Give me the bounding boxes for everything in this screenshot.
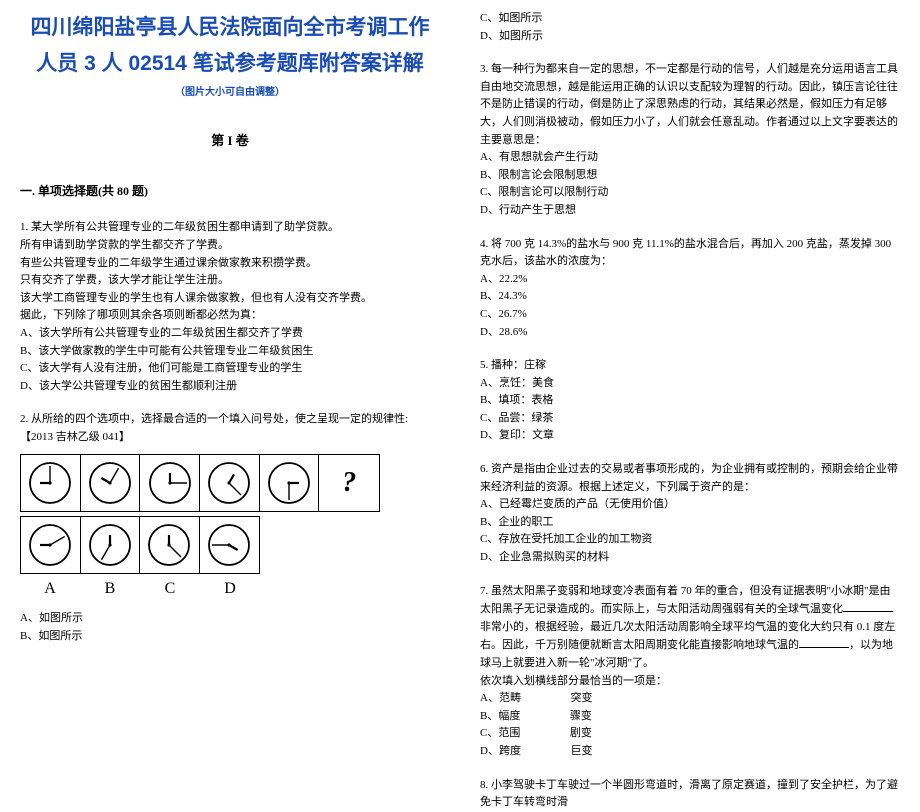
q8-stem: 8. 小李驾驶卡丁车驶过一个半圆形弯道时，滑离了原定赛道，撞到了安全护栏，为了避… [480, 777, 900, 812]
q2-option-d: D、如图所示 [480, 28, 900, 46]
q5-option-d: D、复印：文章 [480, 427, 900, 445]
q1-option-d: D、该大学公共管理专业的贫困生都顺利注册 [20, 378, 440, 396]
q2-options-continued: C、如图所示 D、如图所示 [480, 10, 900, 45]
doc-subtitle: （图片大小可自由调整） [20, 85, 440, 101]
q7-stem-tail: 依次填入划横线部分最恰当的一项是： [480, 673, 900, 691]
q7-text: 7. 虽然太阳黑子变弱和地球变冷表面有着 70 年的重合，但没有证据表明"小冰期… [480, 585, 890, 616]
q7-option-c: C、范围 剧变 [480, 725, 900, 743]
q1-line: 只有交齐了学费，该大学才能让学生注册。 [20, 272, 440, 290]
q7-stem: 7. 虽然太阳黑子变弱和地球变冷表面有着 70 年的重合，但没有证据表明"小冰期… [480, 583, 900, 673]
q1-option-b: B、该大学做家教的学生中可能有公共管理专业二年级贫困生 [20, 343, 440, 361]
clock-cell [260, 455, 320, 511]
q2-label: A [20, 576, 80, 602]
question-7: 7. 虽然太阳黑子变弱和地球变冷表面有着 70 年的重合，但没有证据表明"小冰期… [480, 583, 900, 761]
q3-option-d: D、行动产生于思想 [480, 202, 900, 220]
q5-option-c: C、品尝：绿茶 [480, 410, 900, 428]
q2-label: C [140, 576, 200, 602]
clock-cell [200, 517, 260, 573]
q6-option-c: C、存放在受托加工企业的加工物资 [480, 531, 900, 549]
q1-option-c: C、该大学有人没有注册，他们可能是工商管理专业的学生 [20, 360, 440, 378]
q5-option-b: B、填项：表格 [480, 392, 900, 410]
q1-line: 1. 某大学所有公共管理专业的二年级贫困生都申请到了助学贷款。 [20, 219, 440, 237]
q3-option-b: B、限制言论会限制思想 [480, 167, 900, 185]
clock-cell [21, 517, 81, 573]
clock-cell [200, 455, 260, 511]
question-3: 3. 每一种行为都来自一定的思想，不一定都是行动的信号，人们越是充分运用语言工具… [480, 61, 900, 219]
q5-stem: 5. 播种：庄稼 [480, 357, 900, 375]
q4-option-d: D、28.6% [480, 324, 900, 342]
clock-cell: ? [319, 455, 379, 511]
q2-figure: ? A B C D [20, 454, 440, 602]
q1-line: 该大学工商管理专业的学生也有人课余做家教，但也有人没有交齐学费。 [20, 290, 440, 308]
q4-option-b: B、24.3% [480, 288, 900, 306]
q3-option-a: A、有思想就会产生行动 [480, 149, 900, 167]
clock-row-top: ? [20, 454, 380, 512]
q3-option-c: C、限制言论可以限制行动 [480, 184, 900, 202]
q4-stem: 4. 将 700 克 14.3%的盐水与 900 克 11.1%的盐水混合后，再… [480, 236, 900, 271]
question-4: 4. 将 700 克 14.3%的盐水与 900 克 11.1%的盐水混合后，再… [480, 236, 900, 342]
q2-stem: 2. 从所给的四个选项中，选择最合适的一个填入问号处，使之呈现一定的规律性:【2… [20, 411, 440, 446]
q6-option-d: D、企业急需拟购买的材料 [480, 549, 900, 567]
blank [843, 600, 893, 612]
question-5: 5. 播种：庄稼 A、烹饪：美食 B、填项：表格 C、品尝：绿茶 D、复印：文章 [480, 357, 900, 445]
section-heading: 一. 单项选择题(共 80 题) [20, 182, 440, 201]
q2-option-a: A、如图所示 [20, 610, 440, 628]
q1-line: 有些公共管理专业的二年级学生通过课余做家教来积攒学费。 [20, 255, 440, 273]
q1-line: 据此，下列除了哪项则其余各项则断都必然为真： [20, 307, 440, 325]
q6-stem: 6. 资产是指由企业过去的交易或者事项形成的，为企业拥有或控制的，预期会给企业带… [480, 461, 900, 496]
q2-option-b: B、如图所示 [20, 628, 440, 646]
doc-title-line1: 四川绵阳盐亭县人民法院面向全市考调工作 [20, 10, 440, 46]
clock-row-bottom [20, 516, 260, 574]
question-6: 6. 资产是指由企业过去的交易或者事项形成的，为企业拥有或控制的，预期会给企业带… [480, 461, 900, 567]
q7-option-a: A、范畴 突变 [480, 690, 900, 708]
doc-title-line2: 人员 3 人 02514 笔试参考题库附答案详解 [20, 46, 440, 82]
q1-option-a: A、该大学所有公共管理专业的二年级贫困生都交齐了学费 [20, 325, 440, 343]
question-8: 8. 小李驾驶卡丁车驶过一个半圆形弯道时，滑离了原定赛道，撞到了安全护栏，为了避… [480, 777, 900, 812]
q3-stem: 3. 每一种行为都来自一定的思想，不一定都是行动的信号，人们越是充分运用语言工具… [480, 61, 900, 149]
clock-cell [21, 455, 81, 511]
q1-line: 所有申请到助学贷款的学生都交齐了学费。 [20, 237, 440, 255]
clock-cell [81, 517, 141, 573]
volume-heading: 第 I 卷 [20, 131, 440, 152]
q4-option-c: C、26.7% [480, 306, 900, 324]
q7-option-d: D、跨度 巨变 [480, 743, 900, 761]
q4-option-a: A、22.2% [480, 271, 900, 289]
question-1: 1. 某大学所有公共管理专业的二年级贫困生都申请到了助学贷款。 所有申请到助学贷… [20, 219, 440, 395]
q7-option-b: B、幅度 骤变 [480, 708, 900, 726]
q2-label: B [80, 576, 140, 602]
clock-cell [140, 517, 200, 573]
q6-option-b: B、企业的职工 [480, 514, 900, 532]
clock-cell [81, 455, 141, 511]
q2-label: D [200, 576, 260, 602]
clock-cell [140, 455, 200, 511]
q5-option-a: A、烹饪：美食 [480, 375, 900, 393]
question-2: 2. 从所给的四个选项中，选择最合适的一个填入问号处，使之呈现一定的规律性:【2… [20, 411, 440, 645]
q2-option-c: C、如图所示 [480, 10, 900, 28]
q6-option-a: A、已经霉烂变质的产品（无使用价值） [480, 496, 900, 514]
blank [799, 636, 849, 648]
